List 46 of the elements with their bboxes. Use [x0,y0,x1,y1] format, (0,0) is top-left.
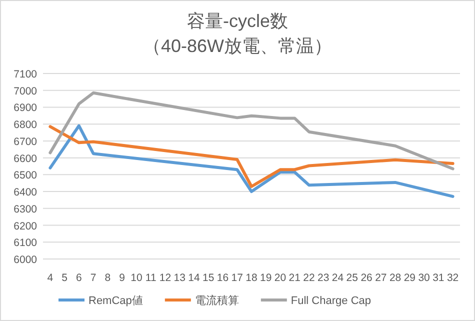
y-tick-label: 6700 [14,136,38,148]
x-tick-label: 14 [188,272,200,284]
y-tick-label: 6800 [14,119,38,132]
chart-subtitle: （40-86W放電、常温） [142,36,332,56]
x-tick-label: 15 [202,272,214,284]
x-tick-label: 26 [360,272,373,284]
x-tick-label: 20 [274,272,286,284]
x-tick-label: 5 [62,272,68,284]
y-tick-label: 7100 [14,68,38,80]
y-tick-label: 6000 [14,254,38,266]
x-tick-label: 23 [318,272,330,284]
x-tick-label: 9 [119,272,126,284]
x-tick-label: 8 [104,272,111,284]
y-tick-label: 7000 [14,85,38,98]
legend-label: RemCap値 [88,295,143,307]
x-tick-label: 13 [174,272,186,284]
legend-label: Full Charge Cap [290,295,371,307]
x-tick-label: 31 [432,272,444,284]
y-tick-label: 6900 [14,102,38,114]
x-tick-label: 16 [216,272,229,284]
x-tick-label: 10 [130,272,142,284]
x-tick-label: 7 [90,272,96,284]
x-tick-label: 28 [389,272,402,284]
x-tick-label: 18 [246,272,258,284]
y-tick-label: 6100 [14,237,38,250]
x-tick-label: 22 [303,272,316,284]
x-tick-label: 17 [231,272,244,284]
y-tick-label: 6500 [14,170,38,182]
x-tick-label: 11 [145,272,156,284]
y-tick-label: 6600 [14,152,38,165]
x-tick-label: 6 [76,272,82,284]
x-tick-label: 21 [288,272,301,284]
x-tick-label: 32 [446,272,459,284]
x-tick-label: 25 [346,272,358,284]
chart-title: 容量-cycle数 [186,11,288,31]
x-tick-label: 30 [418,272,430,284]
x-tick-label: 29 [404,272,416,284]
x-tick-label: 27 [375,272,387,284]
x-tick-label: 19 [260,272,272,284]
x-tick-label: 24 [332,272,344,284]
y-tick-label: 6400 [14,186,38,199]
y-tick-label: 6300 [14,203,38,216]
x-tick-label: 12 [159,272,172,284]
y-tick-label: 6200 [14,220,38,232]
x-tick-label: 4 [47,272,54,284]
legend-label: 電流積算 [194,294,239,307]
